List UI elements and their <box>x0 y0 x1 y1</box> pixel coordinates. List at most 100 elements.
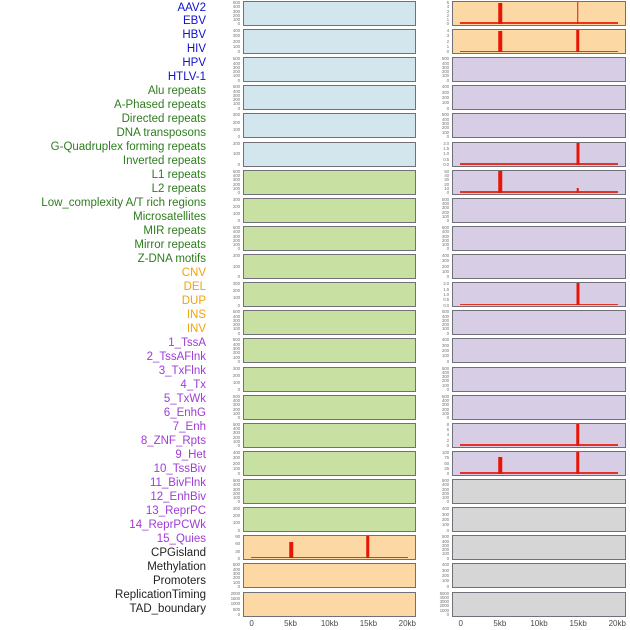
y-tick: 2 <box>446 38 450 44</box>
track-label-cpgisland: CPGisland <box>151 547 206 560</box>
panel-left-inverted-repeats <box>243 310 416 336</box>
y-tick: 200 <box>441 263 449 269</box>
y-tick: 300 <box>441 511 449 517</box>
y-tick: 200 <box>441 125 449 131</box>
y-axis-ticks-left-hpv: 300 200 100 0 <box>224 113 242 139</box>
y-tick: 20 <box>444 181 449 187</box>
track-label-4-tx: 4_Tx <box>180 379 206 392</box>
y-tick: 200 <box>232 288 240 294</box>
y-axis-ticks-right-methylation: 400 300 200 100 0 <box>433 507 451 533</box>
y-tick: 500 <box>441 534 449 540</box>
y-tick: 0 <box>446 49 450 55</box>
track-label-14-reprpcwk: 14_ReprPCWk <box>129 519 206 532</box>
y-tick: 200 <box>441 516 449 522</box>
y-tick: 200 <box>232 12 240 18</box>
panel-left-htlv-1 <box>243 141 416 167</box>
y-tick: 0 <box>237 133 241 139</box>
y-tick: 50 <box>444 168 449 174</box>
y-axis-ticks-right-2-tssaflnk: 400 300 200 100 0 <box>433 84 451 111</box>
y-tick: 500 <box>232 606 240 612</box>
panel-right-promoters <box>452 535 626 561</box>
panel-left-alu-repeats <box>243 169 416 195</box>
y-tick: 500 <box>232 84 240 90</box>
y-tick: 5000 <box>439 590 450 596</box>
y-axis-ticks-right-8-znf-rpts: 400 300 200 100 0 <box>433 254 451 280</box>
y-tick: 0 <box>237 21 241 27</box>
panel-right-10-tssbiv <box>452 310 626 336</box>
y-tick: 0 <box>237 583 241 589</box>
y-tick: 0 <box>446 358 450 364</box>
track-label-del: DEL <box>183 281 206 294</box>
y-tick: 90 <box>235 534 240 540</box>
y-tick: 500 <box>232 0 240 5</box>
signal-spike <box>576 142 580 165</box>
y-tick: 400 <box>441 229 449 235</box>
y-tick: 200 <box>441 406 449 412</box>
y-tick: 400 <box>441 84 449 90</box>
track-label-z-dna-motifs: Z-DNA motifs <box>137 253 206 266</box>
y-tick: 100 <box>232 242 240 248</box>
y-tick: 30 <box>444 177 449 183</box>
y-tick: 300 <box>441 402 449 408</box>
y-tick: 100 <box>232 354 240 360</box>
y-tick: 400 <box>441 562 449 568</box>
y-axis-ticks-right-6-enhg: 500 400 300 200 100 0 <box>433 197 451 223</box>
y-tick: 300 <box>232 365 240 371</box>
y-tick: 30 <box>235 548 240 554</box>
y-tick: 300 <box>441 567 449 573</box>
y-tick: 500 <box>232 421 240 427</box>
y-tick: 0 <box>237 471 241 477</box>
panel-right-1-tssa <box>452 57 626 83</box>
y-tick: 4 <box>446 432 450 438</box>
y-tick: 500 <box>441 478 449 484</box>
track-label-methylation: Methylation <box>147 561 206 574</box>
signal-baseline <box>459 444 619 446</box>
y-axis-ticks-left-htlv-1: 200 100 0 <box>224 141 242 167</box>
y-tick: 1.0 <box>443 291 449 297</box>
y-tick: 0 <box>237 190 241 196</box>
signal-baseline <box>459 303 619 306</box>
y-tick: 400 <box>441 313 449 319</box>
y-tick: 100 <box>441 326 449 332</box>
y-axis-ticks-left-aav2: 500 400 300 200 100 0 <box>224 0 242 27</box>
panel-right-2-tssaflnk <box>452 85 626 111</box>
panel-left-hiv <box>243 85 416 111</box>
y-tick: 0.5 <box>443 297 449 303</box>
y-tick: 300 <box>232 402 240 408</box>
y-tick: 3 <box>446 8 450 14</box>
panel-right-15-quies <box>452 450 626 476</box>
panel-right-methylation <box>452 507 626 533</box>
y-axis-ticks-left-dup: 2000 1500 1000 500 0 <box>224 591 242 617</box>
y-axis-ticks-left-hbv: 500 400 300 200 100 0 <box>224 57 242 83</box>
track-label-3-txflnk: 3_TxFlnk <box>158 365 206 378</box>
y-tick: 400 <box>441 116 449 122</box>
y-tick: 100 <box>441 213 449 219</box>
y-tick: 0 <box>237 499 241 505</box>
x-axis-tick-left-0: 0 <box>249 618 254 628</box>
y-tick: 300 <box>232 570 240 576</box>
panel-left-hpv <box>243 113 416 139</box>
y-tick: 3000 <box>439 599 450 605</box>
y-tick: 400 <box>232 173 240 178</box>
x-axis-tick-right-20kb: 20kb <box>608 618 626 628</box>
y-tick: 25 <box>444 465 449 471</box>
track-label-low-complexity-a-t-rich-regions: Low_complexity A/T rich regions <box>41 197 206 210</box>
y-axis-ticks-right-tad-boundary: 5000 4000 3000 2000 1000 0 <box>433 590 451 617</box>
track-label-5-txwk: 5_TxWk <box>163 393 206 406</box>
y-tick: 0 <box>237 49 241 55</box>
y-tick: 0 <box>237 162 241 167</box>
y-tick: 400 <box>232 229 240 235</box>
y-tick: 0 <box>237 386 241 392</box>
y-tick: 300 <box>441 374 449 380</box>
track-label-2-tssaflnk: 2_TssAFlnk <box>146 351 206 364</box>
y-tick: 500 <box>441 309 449 315</box>
y-tick: 0 <box>237 274 241 280</box>
y-tick: 300 <box>232 33 240 39</box>
signal-spike <box>289 542 293 559</box>
y-axis-ticks-left-alu-repeats: 500 400 300 200 100 0 <box>224 169 242 196</box>
y-axis-ticks-right-3-txflnk: 500 400 300 200 100 0 <box>433 113 451 139</box>
y-tick: 2.0 <box>443 281 449 287</box>
x-axis-tick-left-5kb: 5kb <box>284 618 298 628</box>
y-tick: 0 <box>237 443 241 449</box>
panel-left-mirror-repeats <box>243 479 416 505</box>
